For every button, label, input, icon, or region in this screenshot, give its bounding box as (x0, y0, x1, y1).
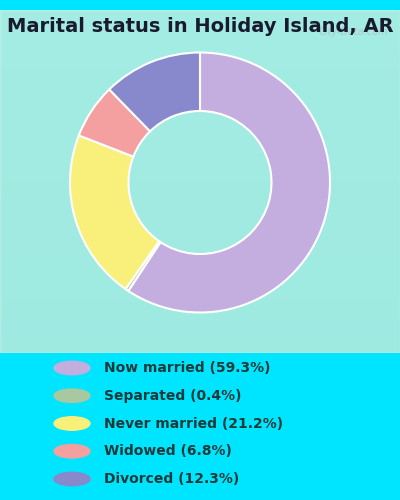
Wedge shape (128, 52, 330, 312)
Text: Now married (59.3%): Now married (59.3%) (104, 361, 270, 375)
Text: Never married (21.2%): Never married (21.2%) (104, 416, 283, 430)
Text: City-Data.com: City-Data.com (318, 27, 388, 37)
Circle shape (54, 472, 90, 486)
Wedge shape (79, 90, 150, 156)
Wedge shape (126, 241, 160, 291)
Text: Separated (0.4%): Separated (0.4%) (104, 389, 242, 403)
Circle shape (54, 417, 90, 430)
Circle shape (54, 389, 90, 402)
Circle shape (54, 444, 90, 458)
Wedge shape (109, 52, 200, 132)
Wedge shape (70, 136, 159, 289)
Text: Widowed (6.8%): Widowed (6.8%) (104, 444, 232, 458)
Text: Divorced (12.3%): Divorced (12.3%) (104, 472, 239, 486)
Text: Marital status in Holiday Island, AR: Marital status in Holiday Island, AR (7, 18, 393, 36)
Circle shape (54, 361, 90, 375)
